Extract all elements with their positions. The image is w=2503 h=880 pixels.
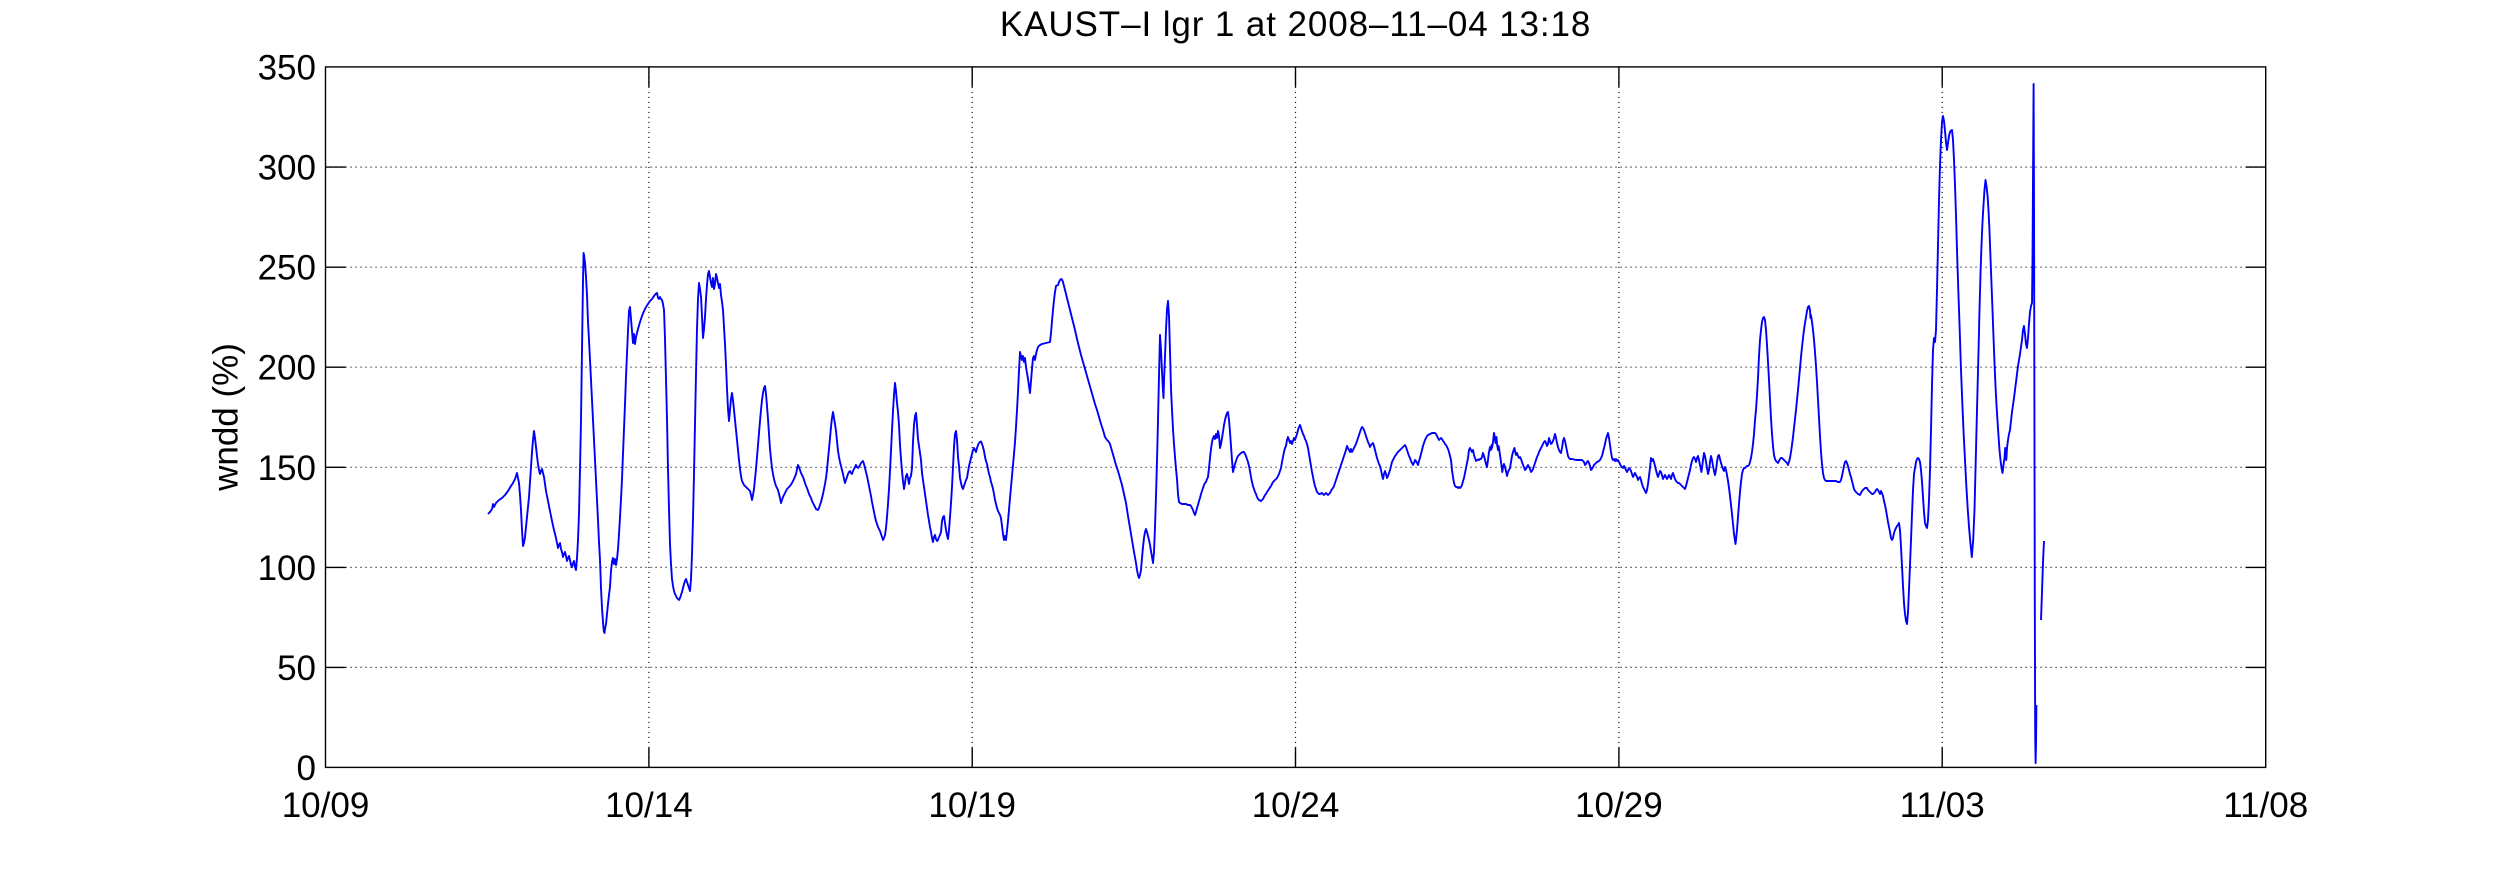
svg-text:10/14: 10/14: [605, 786, 693, 825]
svg-text:KAUST–I lgr 1 at 2008–11–04 13: KAUST–I lgr 1 at 2008–11–04 13:18: [1000, 5, 1591, 44]
svg-text:350: 350: [258, 49, 316, 88]
svg-text:0: 0: [297, 749, 316, 788]
svg-text:11/08: 11/08: [2223, 786, 2308, 825]
svg-text:10/09: 10/09: [282, 786, 370, 825]
svg-text:250: 250: [258, 249, 316, 288]
svg-text:50: 50: [277, 649, 316, 688]
svg-text:10/19: 10/19: [928, 786, 1016, 825]
svg-text:100: 100: [258, 549, 316, 588]
svg-text:wndd (%): wndd (%): [207, 343, 246, 492]
svg-text:11/03: 11/03: [1900, 786, 1985, 825]
svg-text:300: 300: [258, 149, 316, 188]
svg-text:10/29: 10/29: [1575, 786, 1663, 825]
svg-text:150: 150: [258, 449, 316, 488]
svg-text:10/24: 10/24: [1252, 786, 1340, 825]
svg-text:200: 200: [258, 349, 316, 388]
